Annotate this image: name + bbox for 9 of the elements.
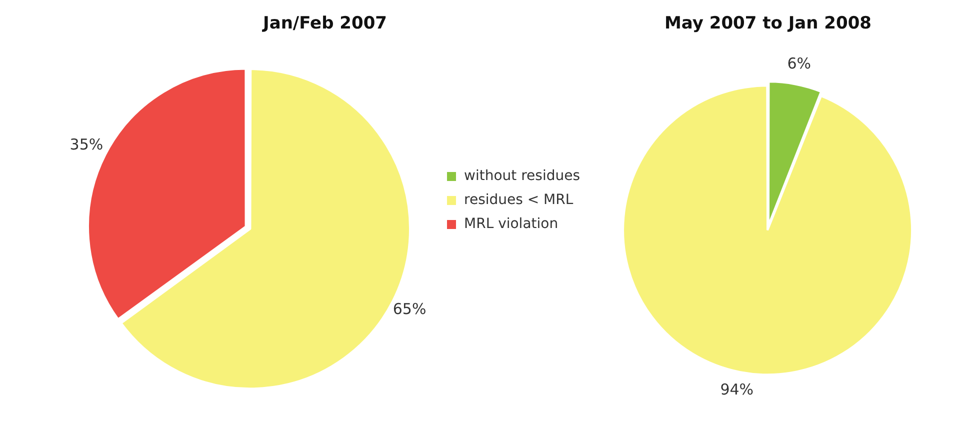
chart-title: May 2007 to Jan 2008 xyxy=(664,14,872,34)
chart-title: Jan/Feb 2007 xyxy=(262,14,387,34)
data-label: 35% xyxy=(70,135,104,154)
legend-label: MRL violation xyxy=(464,216,558,232)
data-label: 65% xyxy=(392,300,426,318)
legend-label: residues < MRL xyxy=(464,192,574,208)
legend-label: without residues xyxy=(464,168,580,184)
data-label: 94% xyxy=(720,380,754,399)
data-label: 6% xyxy=(787,54,812,73)
